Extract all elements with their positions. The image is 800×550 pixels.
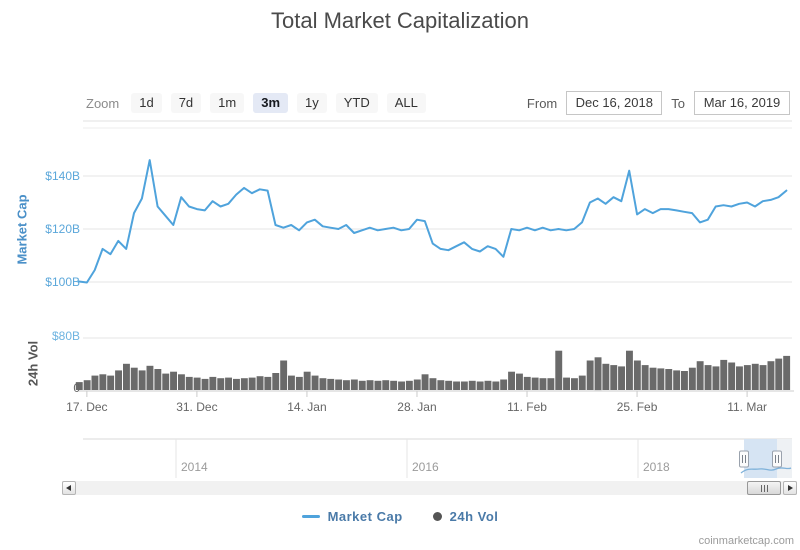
navigator-series-line: [740, 467, 792, 474]
navigator-handle-right[interactable]: [772, 450, 782, 468]
circle-marker-icon: [432, 512, 442, 521]
market-cap-line: [78, 159, 788, 284]
navigator-handle-left[interactable]: [739, 450, 749, 468]
x-axis-label: 25. Feb: [616, 400, 658, 414]
zoom-button-all[interactable]: ALL: [386, 93, 426, 113]
zoom-control-group: Zoom 1d 7d 1m 3m 1y YTD ALL: [86, 92, 435, 114]
navigator-year-label: 2014: [181, 460, 208, 474]
navigator-selected-range[interactable]: [744, 439, 777, 478]
left-arrow-icon: [66, 485, 71, 491]
zoom-button-3m[interactable]: 3m: [253, 93, 289, 113]
y-axis-label-volume: $80B: [51, 328, 80, 343]
zoom-button-1y[interactable]: 1y: [297, 93, 327, 113]
to-label: To: [671, 95, 685, 111]
scrollbar-track[interactable]: [62, 481, 797, 495]
navigator-year-label: 2016: [412, 460, 439, 474]
zoom-button-1d[interactable]: 1d: [131, 93, 162, 113]
legend: Market Cap 24h Vol: [0, 509, 800, 524]
right-arrow-icon: [788, 485, 793, 491]
volume-bars: [75, 350, 791, 391]
x-axis-label: 11. Feb: [507, 400, 547, 414]
scrollbar-thumb[interactable]: [747, 481, 781, 495]
x-axis-label: 17. Dec: [66, 400, 108, 414]
thumb-grip-icon: [760, 484, 762, 492]
zoom-button-ytd[interactable]: YTD: [335, 93, 378, 113]
to-date-input[interactable]: Mar 16, 2019: [694, 91, 790, 115]
zoom-button-1m[interactable]: 1m: [210, 93, 245, 113]
legend-item-24h-vol[interactable]: 24h Vol: [432, 509, 499, 524]
line-marker-icon: [301, 515, 320, 518]
legend-item-label: Market Cap: [327, 509, 403, 524]
scrollbar-right-button[interactable]: [783, 481, 797, 495]
x-axis-label: 11. Mar: [727, 400, 767, 414]
y-axis-label-volume: 0: [73, 381, 80, 395]
zoom-button-7d[interactable]: 7d: [170, 93, 202, 113]
from-label: From: [526, 95, 558, 111]
legend-item-market-cap[interactable]: Market Cap: [301, 509, 403, 524]
zoom-buttons: 1d 7d 1m 3m 1y YTD ALL: [131, 93, 435, 113]
x-axis-label: 31. Dec: [176, 400, 218, 414]
y-axis-label-market-cap: $120B: [45, 222, 80, 236]
x-axis-label: 28. Jan: [397, 400, 437, 414]
scrollbar-left-button[interactable]: [62, 481, 76, 495]
y-axis-label-market-cap: $100B: [45, 275, 80, 289]
thumb-grip-icon: [763, 484, 765, 492]
from-date-input[interactable]: Dec 16, 2018: [566, 91, 663, 115]
page-title: Total Market Capitalization: [270, 8, 529, 33]
zoom-label: Zoom: [86, 95, 120, 111]
y-axis-label-market-cap: $140B: [45, 169, 80, 183]
thumb-grip-icon: [766, 484, 768, 492]
x-axis-label: 14. Jan: [287, 400, 327, 414]
legend-item-label: 24h Vol: [449, 509, 499, 524]
watermark: coinmarketcap.com: [698, 535, 794, 547]
navigator-year-label: 2018: [643, 460, 670, 474]
date-range-group: From Dec 16, 2018 To Mar 16, 2019: [518, 91, 790, 115]
